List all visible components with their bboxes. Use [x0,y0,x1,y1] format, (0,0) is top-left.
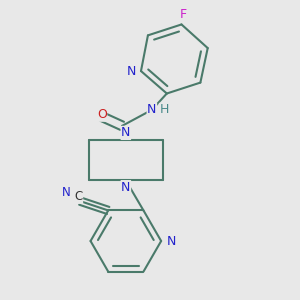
Text: C: C [74,190,83,203]
Text: N: N [147,103,157,116]
Text: F: F [180,8,187,20]
Text: N: N [121,181,130,194]
Text: N: N [121,126,130,140]
Text: O: O [97,108,106,121]
Text: N: N [167,235,176,248]
Text: H: H [159,103,169,116]
Text: N: N [62,187,70,200]
Text: N: N [127,64,136,77]
